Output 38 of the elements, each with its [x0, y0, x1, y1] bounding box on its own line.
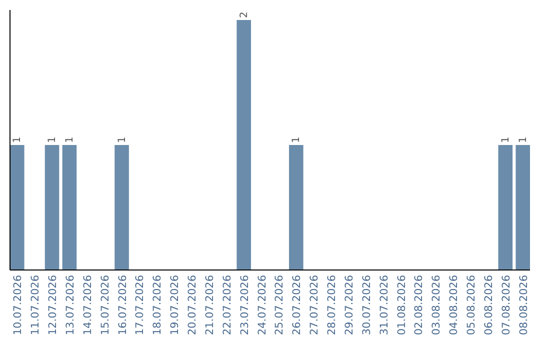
x-tick-label: 13.07.2026: [64, 274, 76, 336]
x-tick-label: 18.07.2026: [152, 274, 164, 336]
x-tick-label: 16.07.2026: [116, 274, 129, 336]
x-tick-label: 10.07.2026: [12, 274, 24, 336]
x-tick-label: 31.07.2026: [378, 274, 390, 336]
data-label: 1: [12, 136, 24, 143]
x-tick-label: 02.08.2026: [413, 274, 426, 336]
x-tick-label: 11.07.2026: [30, 274, 42, 336]
x-tick-label: 23.07.2026: [238, 274, 251, 336]
x-tick-label: 28.07.2026: [326, 274, 338, 336]
data-label: 1: [116, 136, 128, 143]
data-label: 2: [238, 12, 250, 18]
x-tick-label: 17.07.2026: [134, 274, 146, 336]
x-tick-label: 06.08.2026: [482, 274, 495, 336]
x-tick-label: 22.07.2026: [221, 274, 234, 336]
x-tick-label: 04.08.2026: [448, 274, 460, 336]
x-tick-label: 05.08.2026: [466, 274, 478, 336]
x-tick-label: 27.07.2026: [308, 274, 321, 336]
data-label: 1: [64, 136, 76, 143]
data-label: 1: [291, 136, 302, 143]
data-label: 1: [500, 136, 512, 143]
x-tick-label: 01.08.2026: [396, 274, 408, 336]
x-tick-label: 14.07.2026: [82, 274, 94, 336]
x-tick-label: 07.08.2026: [500, 274, 512, 336]
x-tick-label: 19.07.2026: [169, 274, 182, 336]
x-tick-label: 12.07.2026: [47, 274, 60, 336]
x-tick-label: 21.07.2026: [204, 274, 216, 336]
x-tick-label: 15.07.2026: [99, 274, 112, 336]
x-tick-label: 20.07.2026: [186, 274, 199, 336]
x-tick-label: 03.08.2026: [430, 274, 443, 336]
x-tick-label: 24.07.2026: [256, 274, 268, 336]
x-tick-label: 30.07.2026: [360, 274, 373, 336]
x-tick-label: 08.08.2026: [518, 274, 530, 336]
data-label: 1: [518, 136, 529, 143]
x-tick-label: 25.07.2026: [274, 274, 286, 336]
x-tick-label: 29.07.2026: [343, 274, 356, 336]
data-label: 1: [47, 136, 58, 143]
x-tick-label: 26.07.2026: [291, 274, 304, 336]
